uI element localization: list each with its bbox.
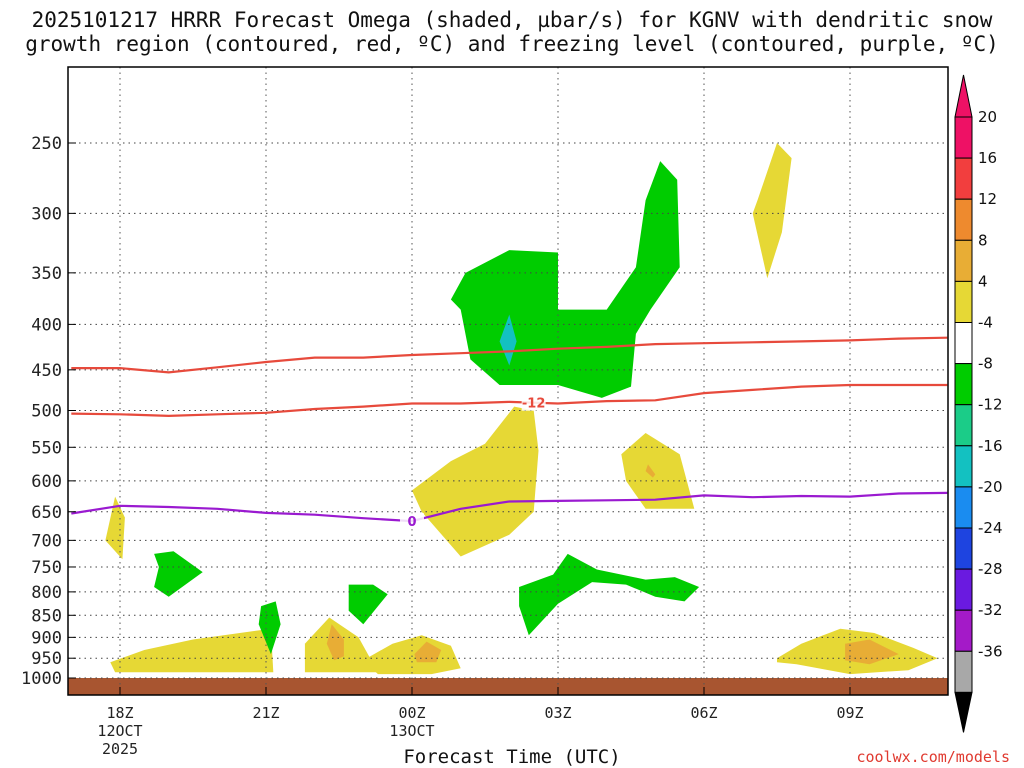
colorbar-label-3: 8 xyxy=(978,231,988,249)
omega-region-14 xyxy=(348,584,388,625)
y-tick-label-550: 550 xyxy=(31,438,62,458)
colorbar-label-9: -20 xyxy=(978,478,1003,496)
y-tick-label-950: 950 xyxy=(31,649,62,669)
colorbar-swatch-4 xyxy=(954,280,973,323)
y-tick-label-250: 250 xyxy=(31,134,62,154)
omega-region-9 xyxy=(414,641,442,663)
title-line-2: growth region (contoured, red, ºC) and f… xyxy=(25,32,999,56)
colorbar-swatch-3 xyxy=(954,239,973,282)
colorbar-swatch-9 xyxy=(954,486,973,529)
x-tick-label-21Z: 21Z xyxy=(252,704,279,722)
y-tick-label-450: 450 xyxy=(31,361,62,381)
y-tick-label-800: 800 xyxy=(31,583,62,603)
colorbar-swatch-10 xyxy=(954,527,973,570)
y-tick-label-500: 500 xyxy=(31,402,62,422)
contour-label-1: -12 xyxy=(522,397,546,412)
contour-label-bg-2 xyxy=(400,513,424,530)
x-tick-label-06Z: 06Z xyxy=(690,704,717,722)
omega-region-1 xyxy=(110,628,274,673)
omega-region-13 xyxy=(258,601,281,655)
colorbar: 20 16 12 8 4 -4 -8 -12 -16 -20 -24 -28 -32 -36 xyxy=(954,74,1003,733)
ground-band xyxy=(68,678,948,695)
colorbar-swatch-0 xyxy=(954,116,973,159)
plot-frame xyxy=(67,66,949,696)
omega-region-10 xyxy=(645,464,656,478)
colorbar-bottom-arrow xyxy=(954,691,973,733)
omega-region-6 xyxy=(752,143,792,279)
colorbar-label-7: -12 xyxy=(978,396,1003,414)
colorbar-swatch-5 xyxy=(954,322,973,365)
colorbar-label-5: -4 xyxy=(978,314,993,332)
colorbar-label-8: -16 xyxy=(978,437,1003,455)
contour-lines: -12 0 xyxy=(71,336,948,530)
y-tick-label-650: 650 xyxy=(31,503,62,523)
colorbar-top-arrow xyxy=(954,74,973,118)
colorbar-label-12: -32 xyxy=(978,601,1003,619)
x-tick-sub-00Z: 13OCT xyxy=(389,722,434,740)
y-tick-label-850: 850 xyxy=(31,606,62,626)
grid-lines xyxy=(68,67,948,695)
ground-band-rect xyxy=(68,678,948,695)
x-axis-label: Forecast Time (UTC) xyxy=(403,746,621,768)
omega-region-12 xyxy=(154,551,203,597)
x-tick-label-03Z: 03Z xyxy=(544,704,571,722)
colorbar-swatch-2 xyxy=(954,198,973,241)
y-tick-label-600: 600 xyxy=(31,472,62,492)
omega-region-17 xyxy=(499,314,517,366)
omega-shading xyxy=(105,143,938,675)
y-tick-label-750: 750 xyxy=(31,558,62,578)
colorbar-label-4: 4 xyxy=(978,272,988,290)
y-axis: 2503003504004505005506006507007508008509… xyxy=(21,134,76,689)
colorbar-swatch-1 xyxy=(954,157,973,200)
colorbar-label-11: -28 xyxy=(978,560,1003,578)
contour-line-0 xyxy=(71,336,948,374)
y-tick-label-900: 900 xyxy=(31,628,62,648)
omega-region-4 xyxy=(412,406,539,557)
colorbar-label-1: 16 xyxy=(978,149,997,167)
y-tick-label-700: 700 xyxy=(31,531,62,551)
colorbar-label-6: -8 xyxy=(978,355,993,373)
x-tick-label-09Z: 09Z xyxy=(836,704,863,722)
colorbar-swatch-8 xyxy=(954,445,973,488)
chart-title: 2025101217 HRRR Forecast Omega (shaded, … xyxy=(0,8,1024,56)
y-tick-label-400: 400 xyxy=(31,315,62,335)
omega-region-5 xyxy=(621,433,695,509)
omega-region-11 xyxy=(845,639,899,665)
colorbar-label-2: 12 xyxy=(978,190,997,208)
title-line-1: 2025101217 HRRR Forecast Omega (shaded, … xyxy=(31,8,993,32)
omega-region-8 xyxy=(326,624,344,661)
colorbar-label-0: 20 xyxy=(978,108,997,126)
y-tick-label-300: 300 xyxy=(31,204,62,224)
contour-line-2 xyxy=(71,491,948,523)
contour-label-bg-1 xyxy=(521,394,546,411)
contour-line-1 xyxy=(71,383,948,418)
omega-region-0 xyxy=(105,496,125,560)
contour-label-2: 0 xyxy=(407,515,416,530)
omega-region-3 xyxy=(363,635,461,675)
colorbar-swatch-7 xyxy=(954,404,973,447)
x-tick-label-00Z: 00Z xyxy=(398,704,425,722)
x-tick-sub2-18Z: 2025 xyxy=(102,740,138,758)
colorbar-label-13: -36 xyxy=(978,642,1003,660)
y-tick-label-1000: 1000 xyxy=(21,669,62,689)
colorbar-swatch-12 xyxy=(954,609,973,652)
colorbar-label-10: -24 xyxy=(978,519,1003,537)
omega-region-16 xyxy=(450,161,680,398)
omega-region-15 xyxy=(519,553,700,636)
y-tick-label-350: 350 xyxy=(31,264,62,284)
x-tick-sub-18Z: 12OCT xyxy=(97,722,142,740)
colorbar-swatch-13 xyxy=(954,650,973,693)
credit-link[interactable]: coolwx.com/models xyxy=(856,748,1010,766)
colorbar-swatch-6 xyxy=(954,363,973,406)
x-tick-label-18Z: 18Z xyxy=(106,704,133,722)
colorbar-swatch-11 xyxy=(954,568,973,611)
